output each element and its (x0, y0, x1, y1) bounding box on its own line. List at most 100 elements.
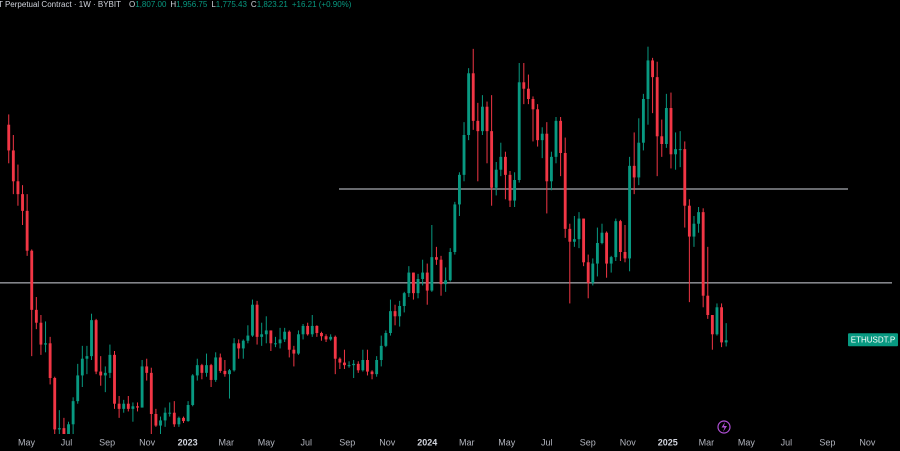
header: T Perpetual Contract · 1W · BYBIT O 1,807… (0, 0, 352, 9)
candle-body (11, 150, 15, 182)
x-tick-label: Jul (301, 437, 313, 447)
candle-body (186, 405, 190, 422)
candle-body (122, 403, 126, 409)
x-tick-label: Nov (139, 437, 156, 447)
candle-body (462, 135, 466, 175)
candle-body (370, 371, 374, 375)
candle-body (85, 356, 89, 359)
candle-body (697, 212, 700, 224)
candle-body (582, 218, 586, 263)
candle-body (287, 331, 291, 350)
candle-body (618, 221, 622, 252)
x-tick-label: 2025 (658, 437, 678, 447)
price-tag-label: ETHUSDT.P (851, 335, 895, 344)
x-tick-label: Nov (620, 437, 637, 447)
icon-bolt[interactable] (721, 422, 728, 432)
x-tick-label: Sep (339, 437, 355, 447)
candle-body (200, 365, 204, 373)
candle-body (522, 82, 526, 89)
candle-body (352, 363, 356, 366)
candle-body (416, 279, 420, 294)
candle-body (67, 424, 70, 434)
icon-ring[interactable] (717, 420, 731, 434)
candle-body (389, 311, 392, 333)
candle-body (195, 365, 199, 376)
legend-value: 1,775.43 (216, 0, 248, 9)
candle-body (706, 295, 710, 315)
candle-body (246, 335, 250, 341)
candle-body (16, 181, 20, 195)
candle-body (724, 340, 728, 343)
candle-body (651, 60, 655, 78)
candle-body (163, 412, 167, 421)
candle-body (715, 307, 719, 335)
candle-body (159, 420, 162, 426)
x-tick-label: May (498, 437, 516, 447)
candle-body (435, 257, 438, 260)
candle-body (99, 371, 103, 376)
candle-body (21, 194, 24, 211)
replay-icon[interactable] (717, 420, 731, 434)
x-tick-label: 2024 (417, 437, 437, 447)
candle-body (669, 108, 673, 155)
candle-body (140, 366, 144, 408)
candle-body (572, 239, 576, 242)
legend-change: +16.21 (+0.90%) (292, 0, 352, 9)
candle-body (508, 174, 512, 201)
candle-body (563, 153, 567, 229)
candle-body (605, 232, 609, 264)
candle-body (237, 343, 241, 349)
legend-value: 1,956.75 (176, 0, 208, 9)
candle-body (375, 360, 379, 375)
candle-body (554, 120, 558, 157)
candle-body (701, 212, 705, 296)
candle-body (136, 406, 139, 408)
candle-body (274, 343, 277, 345)
candle-body (80, 358, 84, 376)
candle-body (145, 366, 149, 373)
candle-body (425, 272, 429, 291)
candle-body (609, 257, 613, 264)
candle-body (44, 343, 47, 345)
candle-body (25, 210, 29, 251)
candle-body (356, 363, 360, 371)
candle-body (333, 336, 337, 359)
candle-body (490, 131, 494, 188)
candle-body (614, 221, 618, 258)
price-tag (848, 333, 898, 347)
candle-body (687, 205, 691, 237)
x-tick-label: 2023 (178, 437, 198, 447)
x-tick-label: May (258, 437, 276, 447)
candle-body (191, 375, 195, 405)
candle-body (154, 414, 158, 426)
candle-body (214, 357, 218, 380)
candle-body (655, 77, 659, 137)
candle-body (361, 360, 365, 371)
candle-body (503, 156, 507, 175)
candle-body (343, 362, 346, 366)
candle-body (283, 331, 287, 340)
candle-body (660, 136, 664, 144)
candle-body (412, 272, 415, 294)
candle-body (683, 149, 687, 206)
candle-body (218, 357, 222, 371)
candle-body (393, 311, 397, 317)
legend-value: 1,823.21 (257, 0, 289, 9)
candle-body (720, 307, 723, 343)
candle-body (545, 133, 549, 182)
candle-body (117, 403, 121, 409)
candle-body (646, 60, 650, 99)
candle-body (172, 412, 176, 425)
x-axis: May Jul Sep Nov 2023 Mar May Jul Sep Nov 2024 Mar Ma… (18, 437, 876, 447)
candle-body (513, 180, 517, 201)
legend-key: H (170, 0, 176, 9)
x-tick-label: Jul (61, 437, 73, 447)
candle-body (315, 325, 319, 333)
x-tick-label: Mar (699, 437, 715, 447)
candle-body (444, 280, 448, 285)
candle-body (366, 360, 369, 372)
candle-body (71, 401, 75, 425)
candle-body (600, 232, 604, 243)
candle-body (209, 365, 213, 380)
candle-body (674, 149, 678, 155)
